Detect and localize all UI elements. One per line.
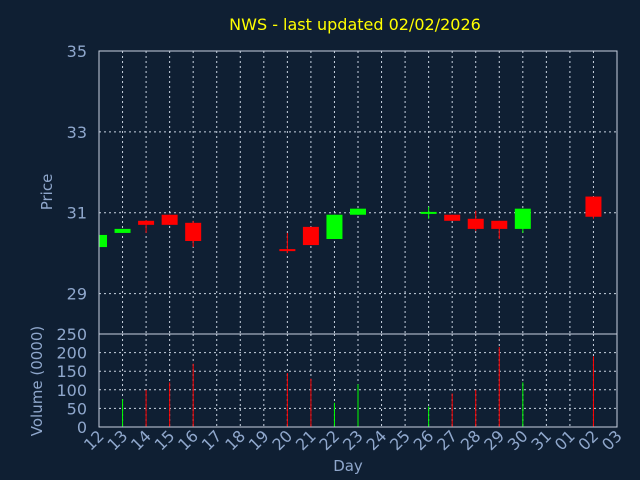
volume-tick-label: 250: [56, 325, 87, 344]
candle-body: [99, 234, 107, 248]
candle-body: [279, 249, 296, 252]
candle-body: [161, 214, 178, 225]
volume-tick-label: 0: [77, 418, 87, 437]
candle-body: [491, 220, 508, 229]
candle-body: [350, 208, 366, 215]
price-axis-label: Price: [38, 174, 56, 211]
volume-axis-label: Volume (0000): [28, 326, 46, 436]
day-tick-label: 03: [598, 426, 626, 454]
volume-tick-label: 200: [56, 344, 87, 363]
candle-body: [444, 214, 461, 221]
chart-title: NWS - last updated 02/02/2026: [229, 15, 481, 34]
day-axis-ticks: 1213141516171819202122232425262728293031…: [80, 426, 626, 454]
candle-body: [585, 196, 602, 217]
candle-body: [420, 211, 437, 214]
volume-tick-label: 50: [67, 399, 87, 418]
candle-body: [326, 214, 343, 239]
price-gridlines: [99, 50, 617, 334]
candle-body: [467, 218, 484, 229]
volume-tick-label: 150: [56, 362, 87, 381]
candle-body: [302, 226, 319, 246]
candle-body: [185, 222, 202, 242]
day-axis-label: Day: [333, 457, 363, 475]
price-tick-label: 29: [67, 285, 87, 304]
price-candles: [98, 196, 602, 254]
price-tick-label: 35: [67, 42, 87, 61]
volume-tick-label: 100: [56, 381, 87, 400]
price-tick-label: 33: [67, 123, 87, 142]
volume-panel-frame: [98, 333, 618, 428]
price-tick-label: 31: [67, 204, 87, 223]
candle-body: [114, 228, 131, 233]
price-axis-ticks: 29 31 33 35: [67, 42, 87, 304]
candle-body: [138, 220, 155, 225]
candle-body: [514, 208, 531, 229]
volume-bars: [122, 347, 594, 427]
